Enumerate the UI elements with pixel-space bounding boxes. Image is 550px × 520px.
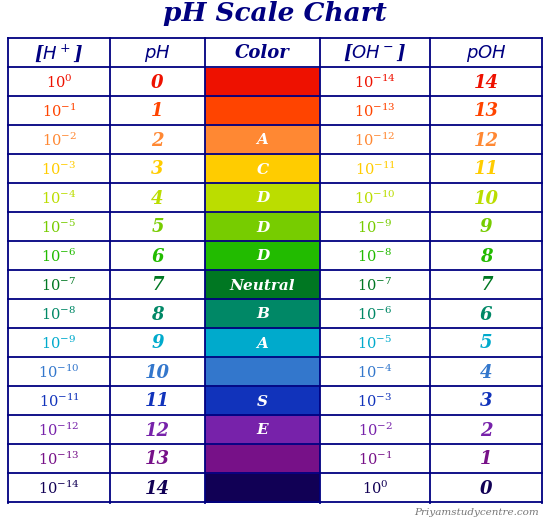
Text: 3: 3 <box>480 393 492 410</box>
Text: $10^{-4}$: $10^{-4}$ <box>358 364 393 381</box>
Bar <box>205 474 320 503</box>
Text: $10^{-12}$: $10^{-12}$ <box>354 132 395 149</box>
Text: $10^{-8}$: $10^{-8}$ <box>41 306 76 323</box>
Text: E: E <box>257 423 268 437</box>
Bar <box>205 300 320 329</box>
Text: B: B <box>256 307 269 321</box>
Text: $pOH$: $pOH$ <box>466 43 507 63</box>
Text: 2: 2 <box>151 132 164 150</box>
Text: C: C <box>256 162 268 176</box>
Text: 1: 1 <box>151 102 164 121</box>
Text: $10^{-11}$: $10^{-11}$ <box>39 393 80 410</box>
Text: $10^{-3}$: $10^{-3}$ <box>41 161 76 178</box>
Text: $10^{-4}$: $10^{-4}$ <box>41 190 77 207</box>
Bar <box>205 68 320 97</box>
Text: $10^{-6}$: $10^{-6}$ <box>358 306 393 323</box>
Text: 8: 8 <box>151 305 164 323</box>
Text: 6: 6 <box>151 248 164 266</box>
Text: [$OH^-$]: [$OH^-$] <box>343 43 406 63</box>
Text: 4: 4 <box>480 363 492 382</box>
Text: $10^{-9}$: $10^{-9}$ <box>41 335 76 352</box>
Text: 2: 2 <box>480 422 492 439</box>
Text: $10^{-10}$: $10^{-10}$ <box>354 190 396 207</box>
Text: A: A <box>256 134 268 148</box>
Text: 1: 1 <box>480 450 492 469</box>
Text: 10: 10 <box>145 363 170 382</box>
Bar <box>205 358 320 387</box>
Bar <box>205 126 320 155</box>
Text: 11: 11 <box>474 161 498 178</box>
Text: S: S <box>257 395 268 409</box>
Text: Priyamstudycentre.com: Priyamstudycentre.com <box>414 508 539 517</box>
Text: Neutral: Neutral <box>230 279 295 292</box>
Text: 14: 14 <box>474 73 498 92</box>
Text: 13: 13 <box>145 450 170 469</box>
Text: $10^{-9}$: $10^{-9}$ <box>358 219 393 236</box>
Text: A: A <box>256 336 268 350</box>
Text: D: D <box>256 250 269 264</box>
Text: 12: 12 <box>474 132 498 150</box>
Text: $10^{-3}$: $10^{-3}$ <box>358 393 393 410</box>
Text: $10^{-13}$: $10^{-13}$ <box>38 451 80 468</box>
Text: 4: 4 <box>151 189 164 207</box>
Text: $10^{-6}$: $10^{-6}$ <box>41 248 76 265</box>
Text: 3: 3 <box>151 161 164 178</box>
Text: $10^{-1}$: $10^{-1}$ <box>42 103 76 120</box>
Text: $10^{-2}$: $10^{-2}$ <box>358 422 393 439</box>
Text: $pH$: $pH$ <box>144 43 170 63</box>
Text: 0: 0 <box>480 479 492 498</box>
Text: $10^{-11}$: $10^{-11}$ <box>355 161 395 178</box>
Bar <box>205 184 320 213</box>
Text: 13: 13 <box>474 102 498 121</box>
Text: 5: 5 <box>480 334 492 353</box>
Text: $10^{-7}$: $10^{-7}$ <box>41 277 76 294</box>
Text: $10^{-13}$: $10^{-13}$ <box>354 103 396 120</box>
Text: $10^{-7}$: $10^{-7}$ <box>358 277 393 294</box>
Text: [$H^+$]: [$H^+$] <box>35 42 84 64</box>
Text: 10: 10 <box>474 189 498 207</box>
Bar <box>205 387 320 416</box>
Text: $10^{0}$: $10^{0}$ <box>362 480 388 497</box>
Text: D: D <box>256 191 269 205</box>
Text: D: D <box>256 220 269 235</box>
Text: $10^{0}$: $10^{0}$ <box>46 74 72 91</box>
Text: pH Scale Chart: pH Scale Chart <box>163 2 387 27</box>
Text: 0: 0 <box>151 73 164 92</box>
Bar <box>205 213 320 242</box>
Text: 8: 8 <box>480 248 492 266</box>
Text: 11: 11 <box>145 393 170 410</box>
Bar <box>205 445 320 474</box>
Text: $10^{-10}$: $10^{-10}$ <box>38 364 80 381</box>
Bar <box>205 242 320 271</box>
Text: $10^{-14}$: $10^{-14}$ <box>354 74 396 91</box>
Text: 6: 6 <box>480 305 492 323</box>
Text: 5: 5 <box>151 218 164 237</box>
Text: 12: 12 <box>145 422 170 439</box>
Text: $10^{-5}$: $10^{-5}$ <box>41 219 76 236</box>
Bar <box>205 97 320 126</box>
Bar <box>205 329 320 358</box>
Text: $10^{-1}$: $10^{-1}$ <box>358 451 392 468</box>
Bar <box>205 271 320 300</box>
Text: 7: 7 <box>480 277 492 294</box>
Bar <box>205 416 320 445</box>
Text: 9: 9 <box>480 218 492 237</box>
Text: $10^{-14}$: $10^{-14}$ <box>38 480 80 497</box>
Text: $10^{-2}$: $10^{-2}$ <box>42 132 76 149</box>
Text: $10^{-8}$: $10^{-8}$ <box>358 248 393 265</box>
Bar <box>205 155 320 184</box>
Text: 14: 14 <box>145 479 170 498</box>
Text: 9: 9 <box>151 334 164 353</box>
Text: 7: 7 <box>151 277 164 294</box>
Text: $10^{-5}$: $10^{-5}$ <box>358 335 393 352</box>
Text: $10^{-12}$: $10^{-12}$ <box>39 422 80 439</box>
Text: Color: Color <box>235 44 290 62</box>
